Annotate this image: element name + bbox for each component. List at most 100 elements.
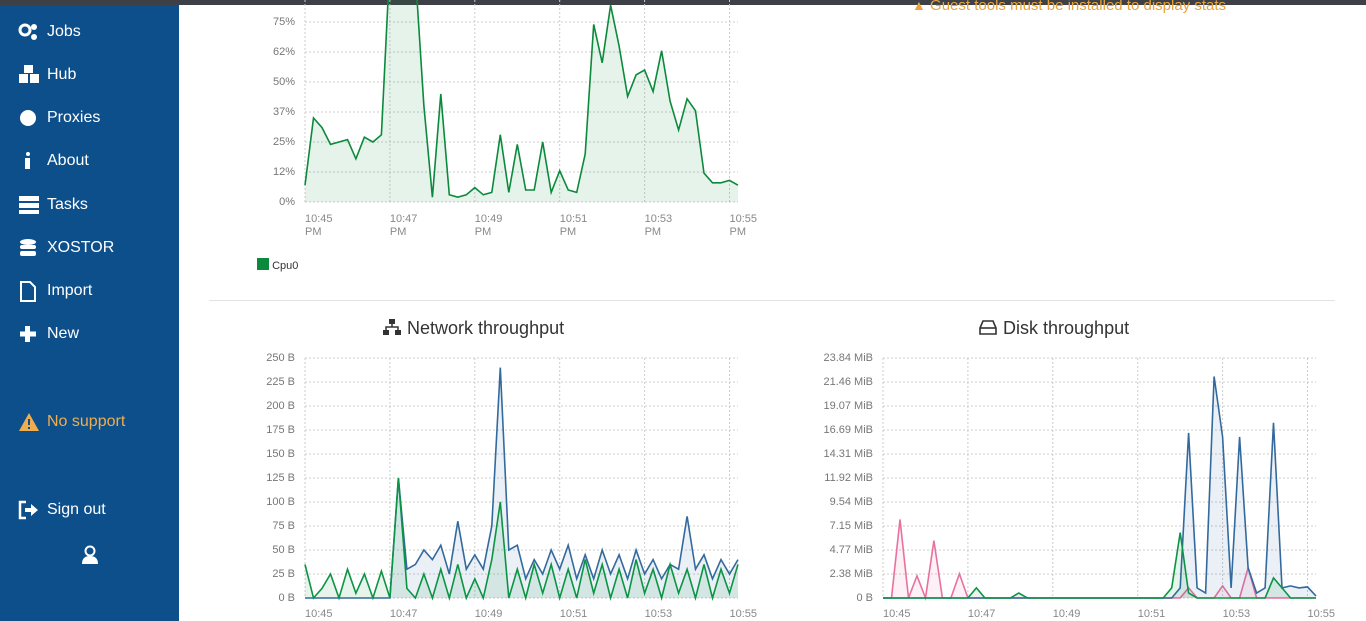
nav-proxies[interactable]: Proxies xyxy=(0,103,179,133)
series-line xyxy=(305,367,739,599)
nav-label: Proxies xyxy=(47,109,101,126)
nav-label: XOSTOR xyxy=(47,239,115,256)
series-area xyxy=(883,376,1316,598)
y-tick-label: 62% xyxy=(273,46,295,58)
network-title: Network throughput xyxy=(382,318,564,339)
y-tick-label: 23.84 MiB xyxy=(823,352,873,364)
nav-user[interactable] xyxy=(0,540,179,570)
x-tick-label: 10:55 xyxy=(729,608,758,620)
icon xyxy=(20,110,36,126)
x-tick-label: 10:51 PM xyxy=(559,213,588,238)
series-line xyxy=(304,477,739,602)
x-tick-label: 10:55 xyxy=(1307,608,1336,620)
icon xyxy=(20,281,36,302)
y-tick-label: 175 B xyxy=(266,424,295,436)
nav-label: About xyxy=(47,152,89,169)
legend-swatch xyxy=(257,258,269,270)
x-tick-label: 10:47 xyxy=(967,608,996,620)
sidebar: Jobs Hub Proxies About Tasks XOSTOR Impo… xyxy=(0,5,179,621)
icon xyxy=(19,65,39,83)
y-tick-label: 14.31 MiB xyxy=(823,448,873,460)
y-tick-label: 19.07 MiB xyxy=(823,400,873,412)
y-tick-label: 75 B xyxy=(272,520,295,532)
y-tick-label: 150 B xyxy=(266,448,295,460)
warning-icon: ▲ xyxy=(912,0,926,13)
nav-tasks[interactable]: Tasks xyxy=(0,190,179,220)
y-tick-label: 2.38 MiB xyxy=(830,568,873,580)
series-area xyxy=(305,0,738,202)
y-tick-label: 225 B xyxy=(266,376,295,388)
icon xyxy=(20,326,36,342)
top-bar xyxy=(0,0,1366,5)
series-line xyxy=(883,532,1316,599)
y-tick-label: 0 B xyxy=(856,592,873,604)
y-tick-label: 50% xyxy=(273,76,295,88)
x-tick-label: 10:53 PM xyxy=(644,213,673,238)
y-tick-label: 21.46 MiB xyxy=(823,376,873,388)
x-tick-label: 10:47 PM xyxy=(389,213,418,238)
series-line xyxy=(304,0,739,199)
series-area xyxy=(883,532,1316,598)
y-tick-label: 100 B xyxy=(266,496,295,508)
y-tick-label: 250 B xyxy=(266,352,295,364)
nav-hub[interactable]: Hub xyxy=(0,60,179,90)
y-tick-label: 75% xyxy=(273,16,295,28)
nav-label: Jobs xyxy=(47,23,81,40)
y-tick-label: 125 B xyxy=(266,472,295,484)
y-tick-label: 12% xyxy=(273,166,295,178)
x-tick-label: 10:53 xyxy=(644,608,673,620)
x-tick-label: 10:45 xyxy=(305,608,333,620)
icon xyxy=(19,196,39,214)
x-tick-label: 10:49 xyxy=(1052,608,1081,620)
nav-xostor[interactable]: XOSTOR xyxy=(0,233,179,263)
x-tick-label: 10:49 xyxy=(474,608,503,620)
separator xyxy=(209,300,1335,301)
x-tick-label: 10:45 PM xyxy=(305,213,333,238)
nav-support[interactable]: No support xyxy=(0,407,179,437)
x-tick-label: 10:45 xyxy=(883,608,911,620)
nav-label: Sign out xyxy=(47,501,106,518)
icon xyxy=(18,23,37,40)
icon xyxy=(20,239,36,256)
x-tick-label: 10:47 xyxy=(389,608,418,620)
legend: Cpu0 xyxy=(257,258,298,272)
nav-import[interactable]: Import xyxy=(0,276,179,306)
y-tick-label: 7.15 MiB xyxy=(830,520,873,532)
nav-sign-out[interactable]: Sign out xyxy=(0,495,179,525)
x-tick-label: 10:49 PM xyxy=(474,213,503,238)
notice: ▲ Guest tools must be installed to displ… xyxy=(912,0,1226,14)
x-tick-label: 10:51 xyxy=(559,608,588,620)
nav-label: Tasks xyxy=(47,196,88,213)
y-tick-label: 37% xyxy=(273,106,295,118)
y-tick-label: 25% xyxy=(273,136,295,148)
nav-label: Import xyxy=(47,282,93,299)
icon xyxy=(383,319,401,335)
series-line xyxy=(883,376,1317,599)
series-area xyxy=(305,478,738,598)
notice-text: Guest tools must be installed to display… xyxy=(930,0,1227,14)
y-tick-label: 0% xyxy=(279,196,295,208)
icon xyxy=(979,320,997,335)
y-tick-label: 4.77 MiB xyxy=(830,544,873,556)
nav-label: Hub xyxy=(47,66,77,83)
icon xyxy=(25,152,30,169)
icon xyxy=(82,545,98,564)
y-tick-label: 9.54 MiB xyxy=(830,496,873,508)
x-tick-label: 10:53 xyxy=(1222,608,1251,620)
nav-new[interactable]: New xyxy=(0,319,179,349)
legend-label: Cpu0 xyxy=(272,260,299,272)
nav-label: New xyxy=(47,325,80,342)
nav-about[interactable]: About xyxy=(0,146,179,176)
nav-jobs[interactable]: Jobs xyxy=(0,17,179,47)
chart-title: Disk throughput xyxy=(1003,318,1130,338)
y-tick-label: 200 B xyxy=(266,400,295,412)
y-tick-label: 50 B xyxy=(272,544,295,556)
nav-label: No support xyxy=(47,413,126,430)
series-area xyxy=(305,367,738,598)
disk-title: Disk throughput xyxy=(978,318,1129,339)
icon xyxy=(19,413,39,431)
x-tick-label: 10:55 PM xyxy=(729,213,758,238)
x-tick-label: 10:51 xyxy=(1137,608,1166,620)
